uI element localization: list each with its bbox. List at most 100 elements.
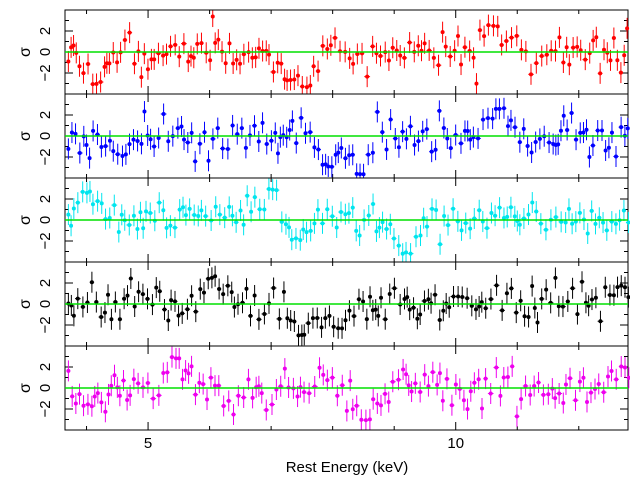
residual-points: [66, 265, 630, 346]
data-point: [499, 42, 504, 47]
data-point: [168, 223, 173, 228]
data-point: [210, 14, 215, 19]
data-point: [376, 313, 381, 318]
x-axis-title: Rest Energy (keV): [286, 459, 409, 476]
data-point: [625, 26, 630, 31]
data-point: [522, 314, 527, 319]
data-point: [138, 210, 143, 215]
data-point: [568, 376, 573, 381]
data-point: [85, 402, 90, 407]
data-point: [567, 62, 572, 67]
data-point: [483, 306, 488, 311]
data-point: [574, 137, 579, 142]
data-point: [312, 145, 317, 150]
data-point: [436, 63, 441, 68]
data-point: [589, 297, 594, 302]
data-point: [433, 292, 438, 297]
data-point: [141, 226, 146, 231]
data-point: [310, 316, 315, 321]
data-point: [128, 393, 133, 398]
data-point: [422, 298, 427, 303]
data-point: [301, 227, 306, 232]
data-point: [128, 276, 133, 281]
data-point: [437, 371, 442, 376]
data-point: [534, 209, 539, 214]
data-point: [66, 59, 71, 64]
data-point: [287, 128, 292, 133]
data-point: [585, 399, 590, 404]
data-point: [525, 144, 530, 149]
data-point: [109, 317, 114, 322]
data-point: [208, 375, 213, 380]
data-point: [577, 210, 582, 215]
data-point: [404, 136, 409, 141]
data-point: [81, 403, 86, 408]
data-point: [430, 206, 435, 211]
data-point: [103, 144, 108, 149]
data-point: [249, 209, 254, 214]
data-point: [387, 292, 392, 297]
data-point: [279, 219, 284, 224]
data-point: [87, 189, 92, 194]
data-point: [343, 156, 348, 161]
data-point: [505, 214, 510, 219]
data-point: [250, 395, 255, 400]
data-point: [151, 396, 156, 401]
data-point: [148, 210, 153, 215]
data-point: [601, 220, 606, 225]
data-point: [359, 417, 364, 422]
data-point: [317, 365, 322, 370]
data-point: [517, 222, 522, 227]
data-point: [117, 317, 122, 322]
data-point: [346, 211, 351, 216]
data-point: [164, 52, 169, 57]
data-point: [181, 41, 186, 46]
data-point: [451, 294, 456, 299]
data-point: [608, 58, 613, 63]
data-point: [367, 417, 372, 422]
data-point: [196, 213, 201, 218]
data-point: [350, 205, 355, 210]
data-point: [215, 126, 220, 131]
data-point: [578, 48, 583, 53]
data-point: [539, 296, 544, 301]
data-point: [319, 325, 324, 330]
data-point: [75, 200, 80, 205]
data-point: [181, 205, 186, 210]
data-point: [512, 125, 517, 130]
data-point: [413, 381, 418, 386]
data-point: [202, 130, 207, 135]
data-point: [115, 152, 120, 157]
data-point: [611, 293, 616, 298]
data-point: [412, 143, 417, 148]
data-point: [613, 221, 618, 226]
data-point: [504, 39, 509, 44]
y-axis-title: σ: [17, 47, 34, 57]
data-point: [501, 375, 506, 380]
data-point: [570, 221, 575, 226]
data-point: [164, 225, 169, 230]
data-point: [292, 319, 297, 324]
data-point: [230, 213, 235, 218]
data-point: [315, 207, 320, 212]
data-point: [401, 367, 406, 372]
data-point: [127, 30, 132, 35]
data-point: [547, 140, 552, 145]
data-point: [320, 162, 325, 167]
residual-points: [66, 178, 630, 262]
data-point: [431, 55, 436, 60]
data-point: [157, 289, 162, 294]
data-point: [231, 412, 236, 417]
data-point: [139, 75, 144, 80]
data-point: [583, 57, 588, 62]
data-point: [84, 190, 89, 195]
data-point: [169, 355, 174, 360]
data-point: [71, 206, 76, 211]
data-point: [453, 382, 458, 387]
data-point: [269, 138, 274, 143]
data-point: [477, 304, 482, 309]
data-point: [326, 164, 331, 169]
data-point: [404, 372, 409, 377]
data-point: [213, 274, 218, 279]
data-point: [565, 127, 570, 132]
